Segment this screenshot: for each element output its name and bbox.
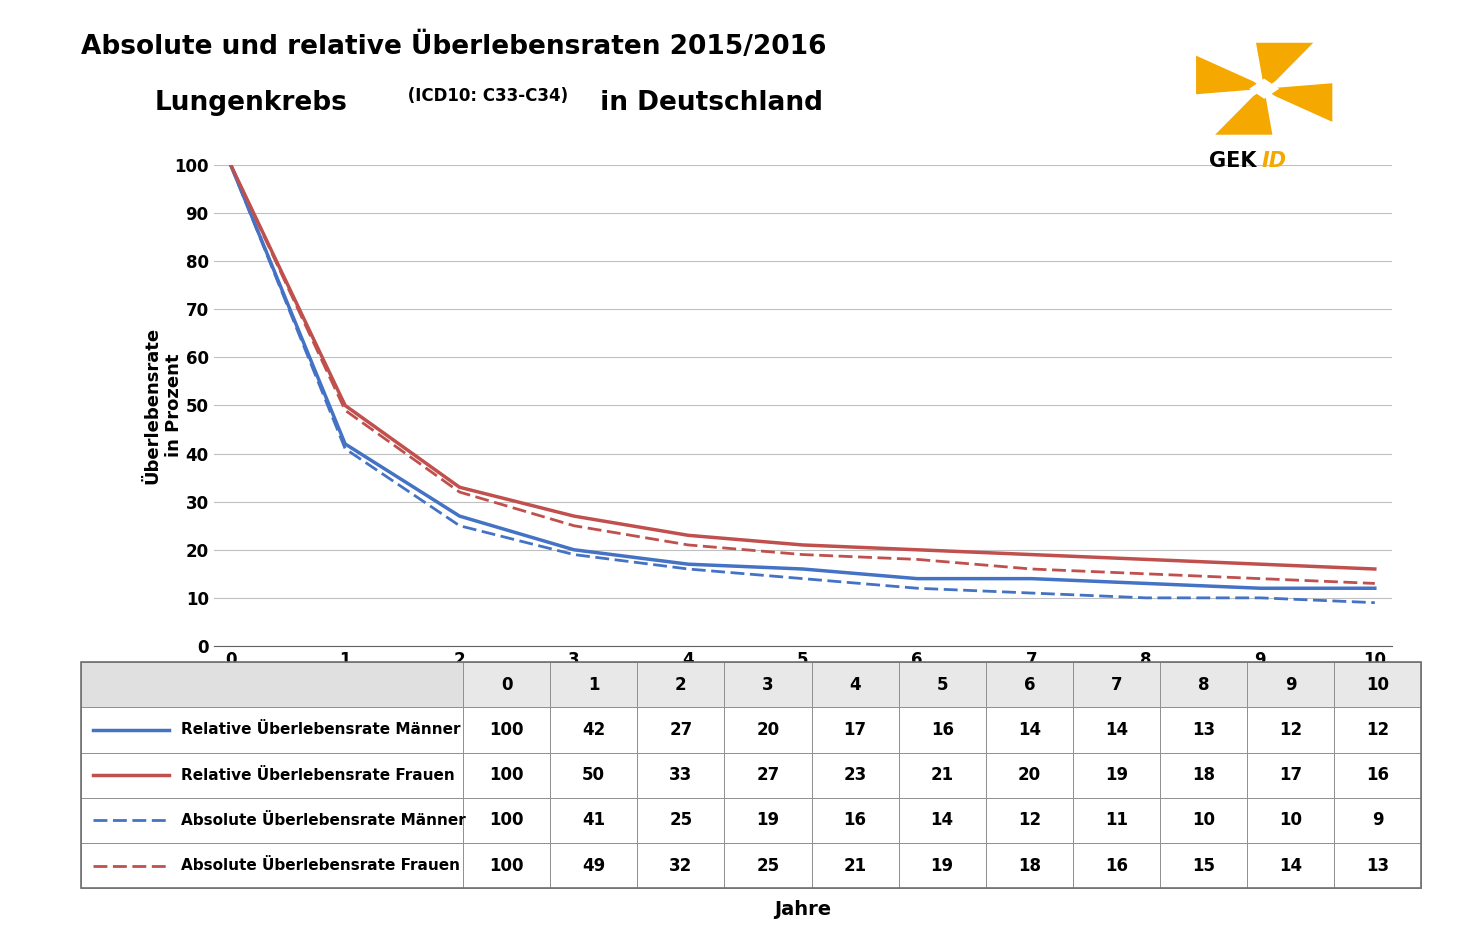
Text: (ICD10: C33-C34): (ICD10: C33-C34) [402,87,569,105]
Text: 100: 100 [489,811,524,830]
Text: 27: 27 [756,766,779,785]
Text: 16: 16 [1105,856,1128,875]
Text: 18: 18 [1192,766,1215,785]
Text: 41: 41 [582,811,605,830]
Text: 13: 13 [1367,856,1389,875]
Text: 17: 17 [844,720,866,739]
Text: 0: 0 [501,675,513,694]
Polygon shape [1264,83,1332,122]
Text: 16: 16 [844,811,866,830]
Text: 100: 100 [489,856,524,875]
Text: 16: 16 [931,720,953,739]
Text: 16: 16 [1367,766,1389,785]
Text: 17: 17 [1279,766,1302,785]
Text: 18: 18 [1018,856,1041,875]
Text: 14: 14 [1018,720,1041,739]
Text: 25: 25 [669,811,692,830]
Y-axis label: Überlebensrate
in Prozent: Überlebensrate in Prozent [144,327,183,484]
Text: 1: 1 [588,675,600,694]
Polygon shape [1215,89,1273,135]
Text: 8: 8 [1198,675,1209,694]
Text: in Deutschland: in Deutschland [591,90,823,116]
Text: 14: 14 [1279,856,1302,875]
Text: GEK: GEK [1208,151,1256,172]
Text: 12: 12 [1279,720,1302,739]
Text: 21: 21 [844,856,866,875]
Text: 49: 49 [582,856,605,875]
Text: 20: 20 [757,720,779,739]
Text: 32: 32 [669,856,692,875]
Text: 9: 9 [1371,811,1383,830]
Text: 11: 11 [1105,811,1128,830]
Text: 13: 13 [1192,720,1215,739]
Text: 10: 10 [1367,675,1389,694]
Text: 6: 6 [1024,675,1036,694]
Text: Absolute Überlebensrate Frauen: Absolute Überlebensrate Frauen [181,858,460,873]
Text: 21: 21 [931,766,955,785]
Text: 15: 15 [1192,856,1215,875]
Text: 25: 25 [757,856,779,875]
Polygon shape [1196,56,1264,94]
Text: 2: 2 [675,675,686,694]
Text: 12: 12 [1367,720,1389,739]
Text: 19: 19 [1105,766,1128,785]
Text: 9: 9 [1284,675,1296,694]
Text: 27: 27 [669,720,692,739]
Polygon shape [1249,78,1279,99]
Text: 10: 10 [1192,811,1215,830]
Text: 20: 20 [1018,766,1041,785]
Text: 3: 3 [762,675,773,694]
Text: Relative Überlebensrate Männer: Relative Überlebensrate Männer [181,722,461,737]
Text: 14: 14 [1105,720,1128,739]
Text: Absolute Überlebensrate Männer: Absolute Überlebensrate Männer [181,813,465,828]
Text: Lungenkrebs: Lungenkrebs [155,90,348,116]
Text: 12: 12 [1018,811,1041,830]
Text: Absolute und relative Überlebensraten 2015/2016: Absolute und relative Überlebensraten 20… [81,33,826,60]
Text: Jahre: Jahre [775,901,831,919]
Text: 19: 19 [757,811,779,830]
Text: 42: 42 [582,720,605,739]
Text: Relative Überlebensrate Frauen: Relative Überlebensrate Frauen [181,768,455,783]
Text: 4: 4 [850,675,860,694]
Text: 10: 10 [1279,811,1302,830]
Polygon shape [1256,42,1314,89]
Text: 23: 23 [844,766,866,785]
Text: 7: 7 [1111,675,1122,694]
Text: 100: 100 [489,720,524,739]
Text: 19: 19 [931,856,955,875]
Text: 14: 14 [931,811,955,830]
Text: 5: 5 [937,675,949,694]
Text: 33: 33 [669,766,692,785]
Text: ID: ID [1261,151,1286,172]
Text: 50: 50 [582,766,605,785]
Text: 100: 100 [489,766,524,785]
